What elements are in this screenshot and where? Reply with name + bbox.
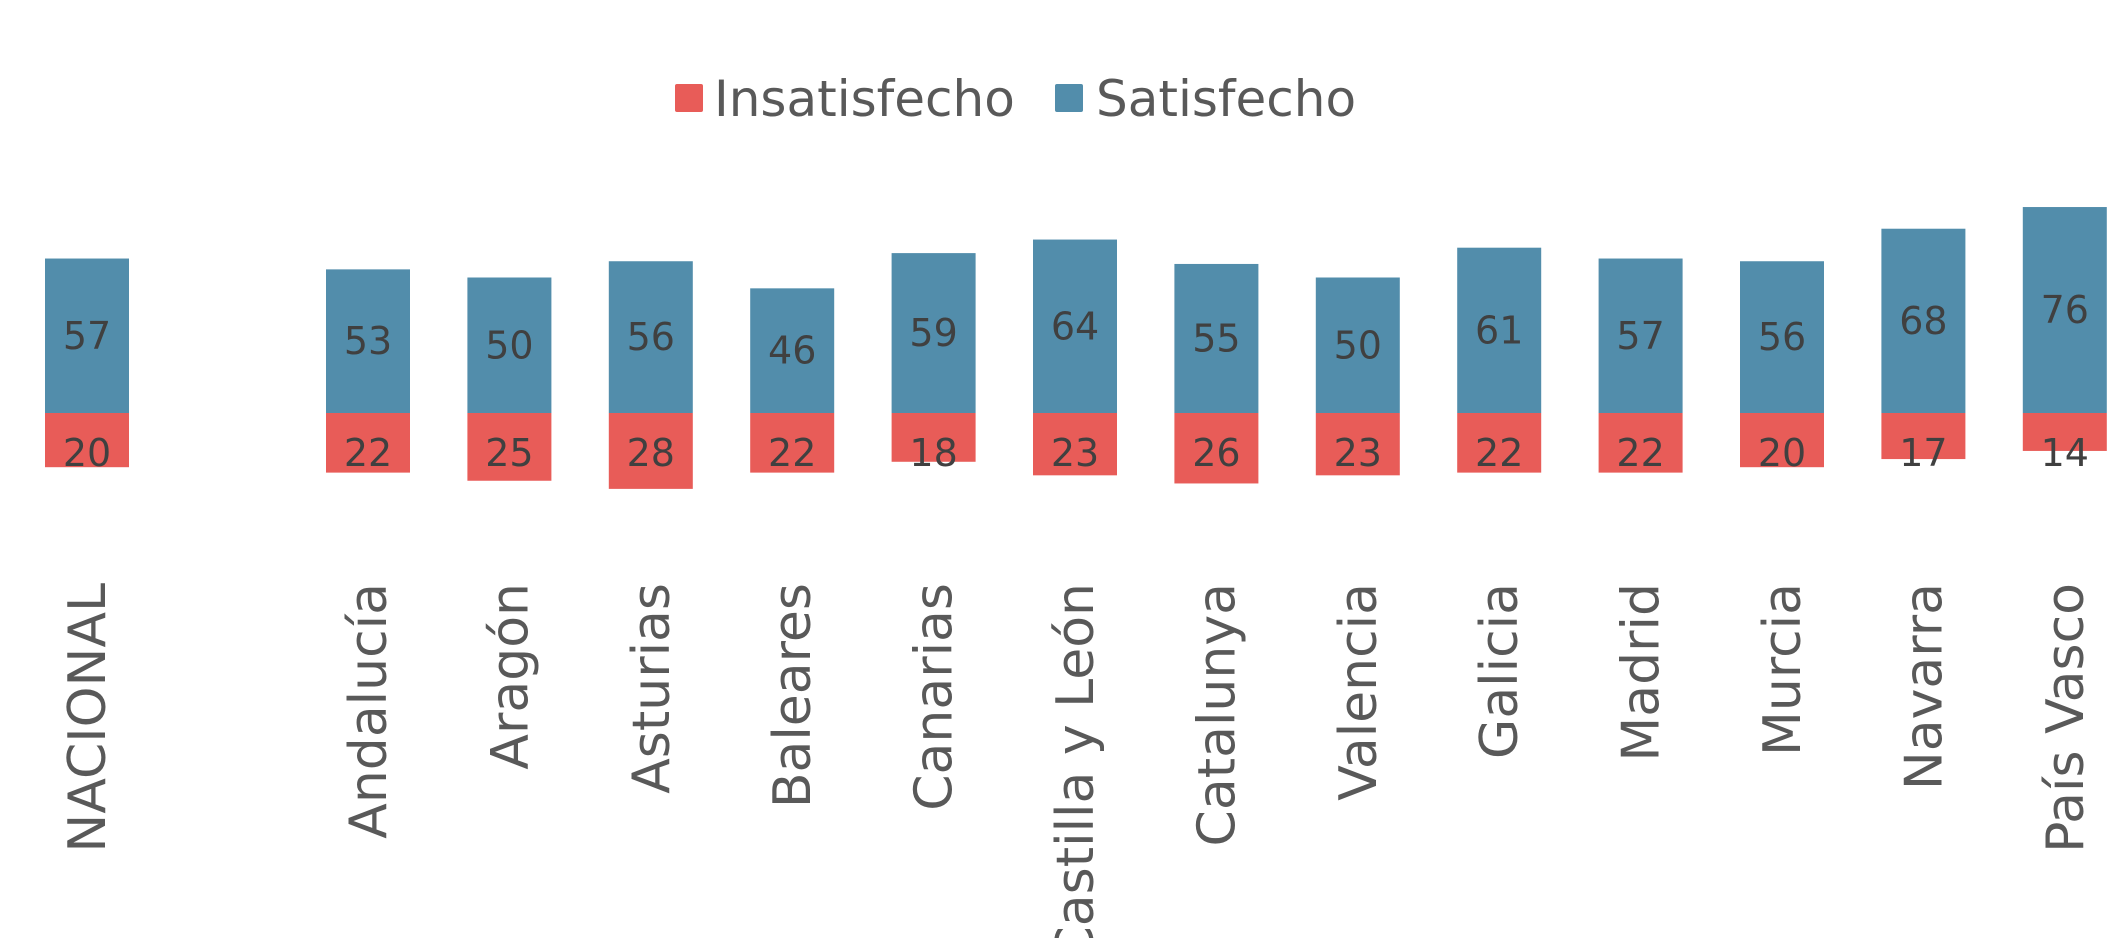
legend-item-satisfecho: Satisfecho [1055,70,1356,128]
data-label-insatisfecho-pais-vasco: 14 [2041,431,2089,475]
bar-insatisfecho-canarias [891,413,976,462]
bar-insatisfecho-galicia [1457,413,1542,473]
data-label-insatisfecho-murcia: 20 [1758,431,1806,475]
data-label-satisfecho-aragon: 50 [485,323,533,367]
category-label-castilla-y-leon: Castilla y León [1046,583,1106,938]
bars-layer [45,207,2107,489]
category-label-valencia: Valencia [1329,583,1389,801]
bar-satisfecho-nacional [45,258,129,413]
category-label-andalucia: Andalucía [339,583,399,839]
data-label-satisfecho-canarias: 59 [909,311,957,355]
bar-insatisfecho-castilla-y-leon [1033,413,1117,476]
bar-satisfecho-pais-vasco [2022,207,2107,413]
category-label-catalunya: Catalunya [1187,583,1247,846]
legend-label-insatisfecho: Insatisfecho [714,70,1015,128]
bar-satisfecho-murcia [1740,261,1824,413]
legend-swatch-insatisfecho [675,84,703,112]
data-label-insatisfecho-valencia: 23 [1334,431,1382,475]
bar-satisfecho-castilla-y-leon [1033,239,1117,413]
bar-insatisfecho-pais-vasco [2022,413,2107,451]
bar-insatisfecho-madrid [1598,413,1683,473]
data-label-satisfecho-catalunya: 55 [1192,316,1240,360]
data-label-insatisfecho-catalunya: 26 [1192,431,1240,475]
data-label-satisfecho-pais-vasco: 76 [2041,288,2089,332]
bar-satisfecho-galicia [1457,247,1542,413]
data-label-insatisfecho-navarra: 17 [1899,431,1947,475]
legend-item-insatisfecho: Insatisfecho [675,70,1015,128]
category-label-baleares: Baleares [763,583,823,808]
bar-insatisfecho-valencia [1315,413,1400,476]
data-label-insatisfecho-castilla-y-leon: 23 [1051,431,1099,475]
bar-satisfecho-madrid [1598,258,1683,413]
bar-insatisfecho-murcia [1740,413,1824,468]
category-label-asturias: Asturias [622,583,682,794]
category-label-aragon: Aragón [480,583,540,770]
data-label-insatisfecho-aragon: 25 [485,431,533,475]
bar-insatisfecho-catalunya [1174,413,1259,484]
data-label-insatisfecho-madrid: 22 [1616,431,1664,475]
data-label-insatisfecho-nacional: 20 [63,431,111,475]
data-label-insatisfecho-andalucia: 22 [344,431,392,475]
legend: Insatisfecho Satisfecho [675,70,1356,128]
data-label-insatisfecho-baleares: 22 [768,431,816,475]
category-label-nacional: NACIONAL [58,583,118,853]
data-label-insatisfecho-asturias: 28 [627,431,675,475]
category-label-canarias: Canarias [905,583,965,811]
bar-insatisfecho-asturias [608,413,693,489]
bar-satisfecho-baleares [750,288,835,413]
legend-label-satisfecho: Satisfecho [1096,70,1356,128]
bar-satisfecho-canarias [891,253,976,413]
bar-insatisfecho-navarra [1881,413,1966,460]
bar-insatisfecho-andalucia [326,413,410,473]
data-label-satisfecho-andalucia: 53 [344,319,392,363]
bar-insatisfecho-nacional [45,413,129,468]
bar-insatisfecho-aragon [467,413,552,481]
category-label-navarra: Navarra [1894,583,1954,790]
category-label-murcia: Murcia [1753,583,1813,756]
category-label-madrid: Madrid [1612,583,1672,762]
data-label-satisfecho-murcia: 56 [1758,315,1806,359]
category-label-galicia: Galicia [1470,583,1530,759]
data-label-satisfecho-nacional: 57 [63,314,111,358]
category-label-pais-vasco: País Vasco [2036,583,2096,853]
data-label-satisfecho-baleares: 46 [768,329,816,373]
bar-satisfecho-andalucia [326,269,410,413]
data-label-satisfecho-castilla-y-leon: 64 [1051,304,1099,348]
bar-satisfecho-catalunya [1174,263,1259,413]
bar-satisfecho-asturias [608,261,693,413]
data-label-satisfecho-navarra: 68 [1899,299,1947,343]
data-label-satisfecho-asturias: 56 [627,315,675,359]
category-axis-labels: NACIONAL Andalucía Aragón Asturias Baleares C… [58,583,2096,938]
data-label-satisfecho-valencia: 50 [1334,323,1382,367]
data-label-satisfecho-madrid: 57 [1616,314,1664,358]
bar-satisfecho-aragon [467,277,552,413]
data-label-insatisfecho-galicia: 22 [1475,431,1523,475]
data-label-insatisfecho-canarias: 18 [909,431,957,475]
legend-swatch-satisfecho [1055,84,1083,112]
bar-insatisfecho-baleares [750,413,835,473]
bar-satisfecho-valencia [1315,277,1400,413]
data-label-satisfecho-galicia: 61 [1475,308,1523,352]
bar-satisfecho-navarra [1881,228,1966,413]
data-labels-layer: 57 20 53 22 50 25 56 28 46 22 59 18 64 23 55 26 50 23 61 22… [63,288,2089,475]
